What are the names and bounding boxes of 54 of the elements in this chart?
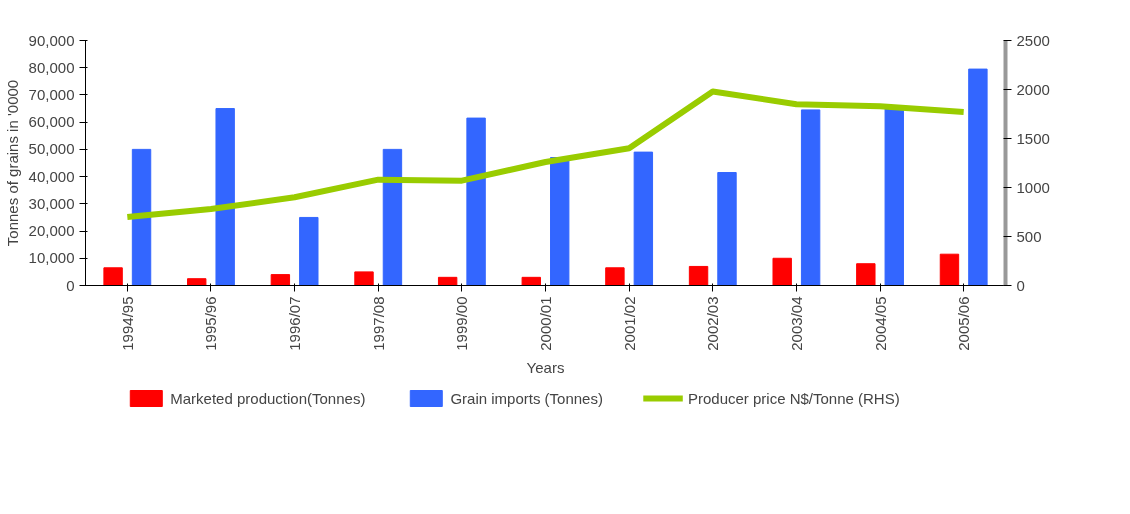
y2-tick-label: 1000 xyxy=(1016,178,1050,196)
x-tick-label: 2002/03 xyxy=(704,296,722,351)
bar xyxy=(800,109,821,286)
bar xyxy=(437,276,458,286)
bar xyxy=(633,151,654,286)
bar xyxy=(187,278,207,286)
legend-label: Producer price N$/Tonne (RHS) xyxy=(687,389,900,407)
y2-tick-label: 1500 xyxy=(1016,129,1050,147)
x-axis-title: Years xyxy=(526,358,565,376)
bar xyxy=(939,253,960,286)
bar xyxy=(103,267,123,286)
bar xyxy=(354,271,374,286)
bar xyxy=(605,267,625,286)
bar xyxy=(131,148,152,286)
y-axis-title: Tonnes of grains in '0000 xyxy=(3,79,21,247)
bar xyxy=(550,157,570,286)
x-tick-label: 2000/01 xyxy=(537,296,554,351)
x-tick-label: 2001/02 xyxy=(620,296,638,351)
x-tick-label: 2003/04 xyxy=(787,296,805,351)
x-tick-label: 1994/95 xyxy=(118,296,136,351)
bar xyxy=(215,108,235,286)
bar xyxy=(270,274,291,286)
x-tick-label: 2005/06 xyxy=(955,296,973,351)
bar xyxy=(884,106,904,286)
y-tick-label: 40,000 xyxy=(28,167,75,185)
x-tick-label: 2004/05 xyxy=(871,296,889,351)
bar xyxy=(968,68,988,286)
legend-label: Marketed production(Tonnes) xyxy=(170,389,366,407)
bar xyxy=(382,148,403,286)
x-tick-label: 1996/07 xyxy=(286,296,304,351)
x-tick-label: 1999/00 xyxy=(453,296,471,351)
y-tick-label: 10,000 xyxy=(28,249,75,267)
y-tick-label: 0 xyxy=(66,276,75,294)
bar xyxy=(466,117,486,286)
y2-tick-label: 2500 xyxy=(1016,31,1050,49)
y-tick-label: 70,000 xyxy=(28,85,75,103)
y2-tick-label: 0 xyxy=(1016,276,1025,294)
bar xyxy=(299,216,319,286)
y-tick-label: 90,000 xyxy=(28,31,75,49)
bar xyxy=(772,257,792,286)
y2-tick-label: 2000 xyxy=(1016,80,1050,98)
bar xyxy=(717,172,737,286)
legend-label: Grain imports (Tonnes) xyxy=(450,389,603,407)
x-tick-label: 1997/08 xyxy=(369,296,387,351)
y-tick-label: 50,000 xyxy=(28,140,75,158)
bar xyxy=(521,276,541,286)
bar xyxy=(688,265,709,286)
x-tick-label: 1995/96 xyxy=(202,296,220,351)
y2-tick-label: 500 xyxy=(1016,227,1042,245)
y-tick-label: 80,000 xyxy=(28,58,75,76)
bar xyxy=(856,263,876,286)
y-tick-label: 30,000 xyxy=(28,194,75,212)
y-tick-label: 60,000 xyxy=(28,113,75,131)
y-tick-label: 20,000 xyxy=(28,222,75,240)
